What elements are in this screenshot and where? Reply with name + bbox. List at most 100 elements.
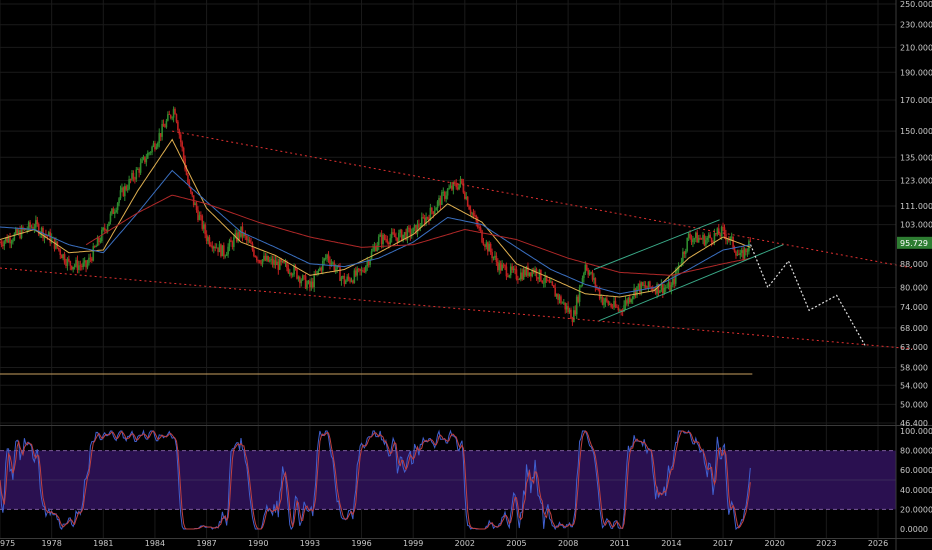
oscillator-line [0,430,751,530]
candle-body [283,260,285,263]
candle-body [227,246,229,255]
candle-body [476,221,479,228]
candle-body [73,265,76,267]
candle-body [89,257,92,259]
candle-body [618,309,621,311]
candle-body [124,186,126,197]
candle-body [263,255,265,260]
candle-body [266,255,268,261]
candle-body [482,242,485,246]
candle-body [651,287,654,291]
oscillator-line [0,429,751,531]
candle-body [86,263,89,268]
candle-body [629,297,631,303]
candle-body [350,280,353,282]
x-tick-label: 2011 [610,539,630,548]
candle-body [544,275,546,283]
candle-body [488,244,491,252]
candle-body [235,233,238,242]
candle-body [91,258,93,261]
candle-body [702,235,704,240]
candle-body [188,182,191,188]
candle-body [65,262,67,266]
candle-body [103,227,106,230]
candle-body [363,271,366,273]
candle-body [669,282,671,292]
moving-average-line [85,194,751,276]
y-tick-label: 190.000 [900,68,932,77]
candle-body [237,231,239,242]
oscillator-tick-label: 60.0000 [900,466,932,475]
y-tick-label: 68.000 [900,324,928,333]
x-tick-label: 975 [0,539,15,548]
candle-body [300,280,303,284]
y-tick-label: 103.000 [900,221,932,230]
candle-body [13,233,16,241]
candle-body [2,244,4,247]
candle-body [499,262,502,271]
candle-body [687,233,690,238]
x-tick-label: 2017 [713,539,733,548]
candlestick-series [0,106,752,326]
candle-body [554,287,557,297]
candle-body [128,179,130,190]
candle-body [662,284,664,294]
candle-body [82,262,85,267]
candle-body [317,270,320,272]
candle-body [174,109,176,115]
candle-body [726,239,729,241]
candle-body [600,296,602,299]
candle-body [459,178,462,185]
candle-body [79,265,82,267]
y-tick-label: 150.000 [900,127,932,136]
candle-body [743,248,746,259]
candle-body [654,289,657,294]
candle-body [408,227,410,229]
candle-body [474,215,476,217]
candle-body [706,237,709,240]
candle-body [20,227,23,239]
candle-body [225,254,228,256]
y-tick-label: 58.000 [900,363,928,372]
y-tick-label: 135.000 [900,153,932,162]
candle-body [422,217,425,219]
candle-body [703,235,706,246]
y-tick-label: 230.000 [900,21,932,30]
candle-body [428,217,430,221]
candle-body [585,264,588,271]
candle-body [339,266,341,281]
candle-body [521,272,524,280]
candle-body [420,217,423,227]
candle-body [311,281,314,288]
y-tick-label: 170.000 [900,96,932,105]
candle-body [379,234,381,237]
candle-body [112,208,115,214]
candle-body [342,276,344,278]
candle-body [531,269,534,277]
candle-body [288,273,291,274]
candle-body [36,220,39,225]
candle-body [514,268,516,270]
candle-body [162,123,165,127]
candle-body [354,270,357,276]
candle-body [58,247,60,250]
candle-body [696,232,699,243]
candle-body [405,232,407,240]
candle-body [509,266,512,276]
candle-body [316,270,318,275]
candle-body [660,284,663,291]
candle-body [471,212,473,214]
candle-body [720,227,723,237]
candle-body [214,246,216,249]
candle-body [154,143,156,150]
candle-body [464,192,466,199]
candle-body [441,192,443,205]
candle-body [256,257,258,261]
y-tick-label: 111.000 [900,202,932,211]
candle-body [181,142,183,148]
candle-body [528,272,531,276]
candle-body [66,258,69,266]
candle-body [307,280,310,284]
oscillator-tick-label: 80.0000 [900,447,932,456]
